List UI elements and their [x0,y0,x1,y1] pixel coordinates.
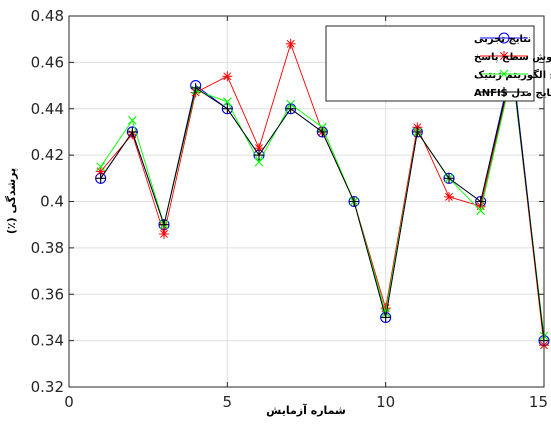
x-tick-label: 0 [64,393,74,411]
data-point-series-4 [190,82,201,93]
legend-marker [499,87,509,97]
x-tick-label: 10 [376,393,395,411]
data-point-series-3 [254,157,264,167]
y-tick-label: 0.4 [40,193,64,211]
ticks: 0.32 0.34 0.36 0.38 0.4 0.42 0.44 0.46 0.48 0 5 10 1… [31,7,548,411]
x-tick-label: 15 [529,393,548,411]
x-tick-label: 5 [223,393,233,411]
data-point-series-4 [95,173,106,184]
data-point-series-4 [285,103,296,114]
legend-label: نتایج الگوریتم ژنتیک [474,68,551,81]
data-point-series-3 [222,97,232,107]
legend-marker [499,69,509,79]
data-point-series-2 [444,191,454,202]
data-point-series-3 [127,115,137,125]
x-axis-title: شماره آزمایش [266,403,346,417]
data-point-series-4 [127,126,138,137]
data-point-series-4 [444,173,454,184]
y-tick-label: 0.44 [31,100,64,118]
series-line-4 [100,66,545,341]
y-tick-label: 0.36 [31,285,64,303]
series-line-3 [100,71,545,337]
legend-item: نتایج الگوریتم ژنتیک [474,68,551,81]
data-point-series-2 [222,71,233,82]
legend-marker [498,32,510,44]
data-point-series-4 [254,150,264,161]
data-point-series-2 [159,228,169,239]
legend-label: نتایج تجربی [474,34,531,45]
legend-item: نتایج مدل ANFIS [474,87,551,99]
y-tick-label: 0.32 [31,378,64,396]
data-point-series-4 [159,219,169,230]
legend-label: نتایج روش سطح پاسخ [474,52,551,63]
y-tick-label: 0.48 [31,7,64,25]
y-axis-title: پرشدگی (٪) [5,168,18,234]
data-point-series-4 [317,126,328,137]
data-point-series-4 [380,312,391,323]
y-tick-label: 0.42 [31,146,64,164]
data-point-series-4 [222,103,233,114]
y-tick-label: 0.38 [31,239,64,257]
data-point-series-4 [412,126,423,137]
legend-item: نتایج روش سطح پاسخ [474,51,551,63]
legend-label: نتایج مدل ANFIS [474,88,551,99]
data-point-series-3 [96,162,106,172]
y-tick-label: 0.34 [31,332,64,350]
legend-marker [499,51,509,61]
data-point-series-3 [476,206,486,216]
data-point-series-2 [285,38,296,49]
y-tick-label: 0.46 [31,53,64,71]
legend: نتایج تجربی نتایج روش سطح پاسخ نتایج الگور… [325,25,551,102]
legend-item: نتایج تجربی [474,32,531,45]
data-point-series-4 [475,196,486,207]
data-point-series-4 [349,196,359,207]
